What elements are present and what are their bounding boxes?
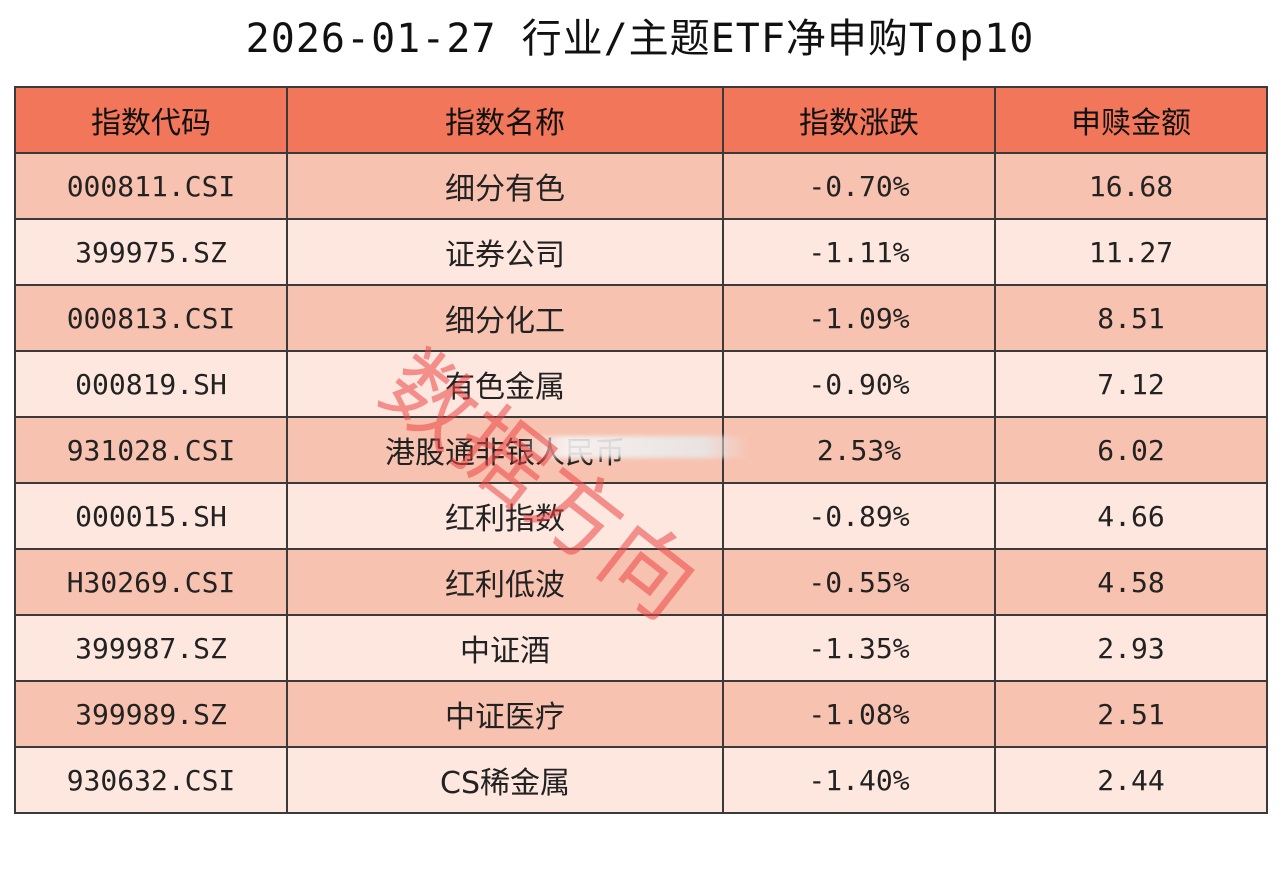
cell-code: 930632.CSI (14, 746, 288, 814)
cell-change: -1.09% (722, 284, 996, 352)
table-row: 000015.SH 红利指数 -0.89% 4.66 (14, 482, 1268, 550)
cell-code: 000819.SH (14, 350, 288, 418)
cell-name: 细分化工 (286, 284, 724, 352)
column-header-code: 指数代码 (14, 86, 288, 154)
cell-code: 000015.SH (14, 482, 288, 550)
table-header-row: 指数代码 指数名称 指数涨跌 申赎金额 (14, 86, 1268, 154)
cell-code: 399987.SZ (14, 614, 288, 682)
column-header-name: 指数名称 (286, 86, 724, 154)
blur-overlay (520, 436, 750, 458)
cell-change: -1.40% (722, 746, 996, 814)
table-row: 000811.CSI 细分有色 -0.70% 16.68 (14, 152, 1268, 220)
column-header-amount: 申赎金额 (994, 86, 1268, 154)
cell-code: 399989.SZ (14, 680, 288, 748)
cell-name: 证券公司 (286, 218, 724, 286)
table-row: 399989.SZ 中证医疗 -1.08% 2.51 (14, 680, 1268, 748)
cell-amount: 7.12 (994, 350, 1268, 418)
cell-change: -0.70% (722, 152, 996, 220)
cell-amount: 11.27 (994, 218, 1268, 286)
cell-change: -1.08% (722, 680, 996, 748)
cell-amount: 2.44 (994, 746, 1268, 814)
cell-code: 931028.CSI (14, 416, 288, 484)
cell-name: 中证医疗 (286, 680, 724, 748)
cell-name: 红利低波 (286, 548, 724, 616)
cell-change: -1.11% (722, 218, 996, 286)
cell-change: -0.89% (722, 482, 996, 550)
cell-amount: 6.02 (994, 416, 1268, 484)
cell-code: 000811.CSI (14, 152, 288, 220)
cell-name: 细分有色 (286, 152, 724, 220)
cell-name: 红利指数 (286, 482, 724, 550)
table-row: 000813.CSI 细分化工 -1.09% 8.51 (14, 284, 1268, 352)
cell-amount: 4.58 (994, 548, 1268, 616)
cell-change: -0.90% (722, 350, 996, 418)
table-row: 399975.SZ 证券公司 -1.11% 11.27 (14, 218, 1268, 286)
cell-amount: 2.93 (994, 614, 1268, 682)
cell-amount: 16.68 (994, 152, 1268, 220)
etf-table: 指数代码 指数名称 指数涨跌 申赎金额 000811.CSI 细分有色 -0.7… (14, 86, 1268, 814)
table-row: 930632.CSI CS稀金属 -1.40% 2.44 (14, 746, 1268, 814)
column-header-change: 指数涨跌 (722, 86, 996, 154)
cell-name: CS稀金属 (286, 746, 724, 814)
table-row: 931028.CSI 港股通非银人民币 2.53% 6.02 (14, 416, 1268, 484)
table-row: H30269.CSI 红利低波 -0.55% 4.58 (14, 548, 1268, 616)
cell-code: 000813.CSI (14, 284, 288, 352)
cell-change: -1.35% (722, 614, 996, 682)
table-row: 399987.SZ 中证酒 -1.35% 2.93 (14, 614, 1268, 682)
cell-code: 399975.SZ (14, 218, 288, 286)
cell-name: 中证酒 (286, 614, 724, 682)
page-title: 2026-01-27 行业/主题ETF净申购Top10 (245, 16, 1035, 62)
cell-change: 2.53% (722, 416, 996, 484)
cell-amount: 2.51 (994, 680, 1268, 748)
cell-amount: 4.66 (994, 482, 1268, 550)
cell-code: H30269.CSI (14, 548, 288, 616)
cell-change: -0.55% (722, 548, 996, 616)
table-row: 000819.SH 有色金属 -0.90% 7.12 (14, 350, 1268, 418)
cell-name: 有色金属 (286, 350, 724, 418)
cell-amount: 8.51 (994, 284, 1268, 352)
